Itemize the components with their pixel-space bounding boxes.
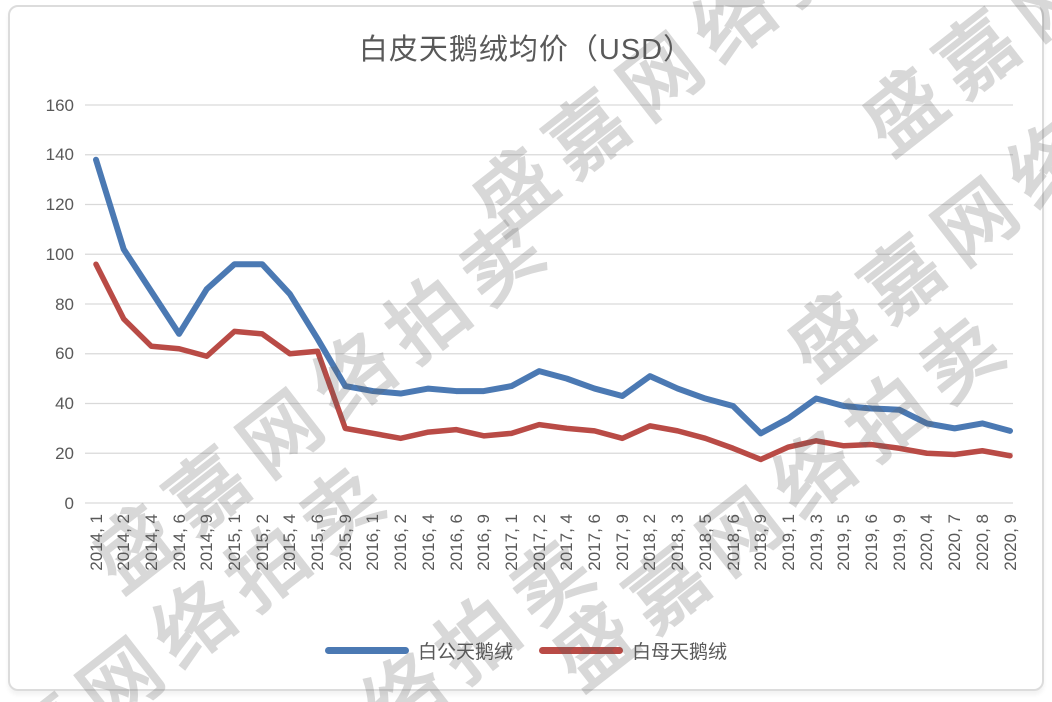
x-tick-label: 2018, 2 bbox=[640, 514, 660, 571]
x-tick-label: 2016, 1 bbox=[363, 514, 383, 571]
legend-label-male-white-down: 白公天鹅绒 bbox=[417, 641, 513, 663]
x-tick-label: 2020, 9 bbox=[1000, 514, 1020, 571]
x-tick-label: 2014, 9 bbox=[197, 514, 217, 571]
x-tick-label: 2015, 2 bbox=[252, 514, 272, 571]
y-tick-label: 80 bbox=[55, 294, 74, 314]
chart-title: 白皮天鹅绒均价（USD） bbox=[358, 34, 694, 66]
y-tick-label: 160 bbox=[45, 95, 74, 115]
x-tick-label: 2018, 3 bbox=[668, 514, 688, 571]
x-tick-label: 2020, 4 bbox=[917, 514, 937, 571]
legend-line-swatch-red bbox=[539, 646, 623, 654]
x-tick-label: 2019, 3 bbox=[806, 514, 826, 571]
x-tick-label: 2017, 2 bbox=[529, 514, 549, 571]
x-tick-label: 2015, 9 bbox=[335, 514, 355, 571]
x-tick-label: 2018, 6 bbox=[723, 514, 743, 571]
x-tick-label: 2015, 6 bbox=[308, 514, 328, 571]
legend-item-female-white-down: 白母天鹅绒 bbox=[539, 637, 727, 664]
x-tick-label: 2016, 2 bbox=[391, 514, 411, 571]
x-tick-label: 2020, 8 bbox=[972, 514, 992, 571]
x-tick-label: 2017, 4 bbox=[557, 514, 577, 571]
x-tick-label: 2015, 1 bbox=[224, 514, 244, 571]
y-tick-label: 0 bbox=[64, 493, 74, 513]
x-tick-label: 2019, 9 bbox=[889, 514, 909, 571]
y-tick-label: 60 bbox=[55, 344, 74, 364]
x-tick-label: 2019, 1 bbox=[778, 514, 798, 571]
x-tick-label: 2016, 6 bbox=[446, 514, 466, 571]
x-tick-label: 2019, 6 bbox=[862, 514, 881, 571]
legend-label-female-white-down: 白母天鹅绒 bbox=[632, 641, 728, 663]
x-tick-label: 2017, 1 bbox=[501, 514, 521, 571]
x-tick-label: 2014, 4 bbox=[141, 514, 161, 571]
x-tick-label: 2014, 1 bbox=[86, 514, 106, 571]
x-tick-label: 2019, 5 bbox=[834, 514, 854, 571]
x-tick-label: 2015, 4 bbox=[280, 514, 300, 571]
x-tick-label: 2020, 7 bbox=[945, 514, 965, 571]
legend-item-male-white-down: 白公天鹅绒 bbox=[324, 637, 513, 664]
x-tick-label: 2017, 9 bbox=[612, 514, 632, 571]
legend-line-swatch-blue bbox=[324, 646, 409, 654]
x-tick-label: 2014, 6 bbox=[169, 514, 189, 571]
x-tick-label: 2016, 9 bbox=[474, 514, 494, 571]
chart-legend: 白公天鹅绒 白母天鹅绒 bbox=[0, 634, 1052, 666]
x-tick-label: 2018, 5 bbox=[695, 514, 715, 571]
y-tick-label: 20 bbox=[55, 443, 74, 463]
series-line-0 bbox=[93, 156, 1013, 437]
y-tick-label: 120 bbox=[45, 195, 74, 214]
series-line-1 bbox=[93, 261, 1013, 463]
y-tick-label: 140 bbox=[45, 145, 74, 165]
x-tick-label: 2014, 2 bbox=[114, 514, 134, 571]
x-tick-label: 2017, 6 bbox=[585, 514, 605, 571]
x-tick-label: 2018, 9 bbox=[751, 514, 771, 571]
y-tick-label: 40 bbox=[55, 394, 74, 413]
y-tick-label: 100 bbox=[45, 244, 74, 264]
x-tick-label: 2016, 4 bbox=[418, 514, 438, 571]
